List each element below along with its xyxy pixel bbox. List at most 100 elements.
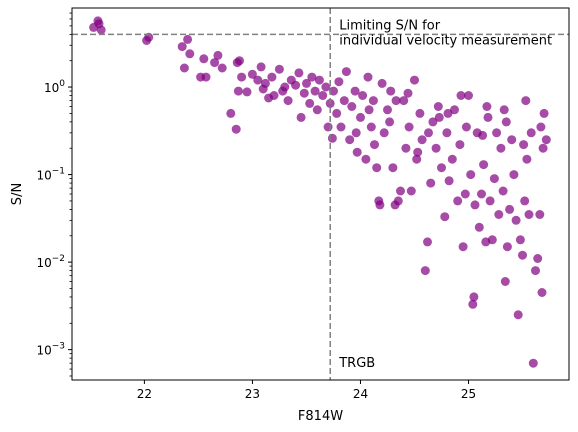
data-point [434, 112, 444, 122]
data-point [377, 78, 387, 88]
data-point [291, 80, 301, 90]
data-point [363, 72, 373, 82]
data-point [533, 254, 543, 263]
data-point [494, 210, 504, 219]
limiting-sn-annotation-line1: Limiting S/N for [339, 18, 440, 33]
data-point [515, 235, 525, 245]
data-point [443, 108, 453, 118]
data-point [379, 128, 389, 138]
data-point [302, 78, 311, 88]
data-point [412, 154, 422, 164]
data-point [426, 178, 436, 188]
data-point [403, 88, 413, 98]
data-point [487, 235, 497, 245]
y-tick-label: 10−2 [36, 254, 65, 270]
data-point [350, 86, 360, 96]
data-point [410, 75, 419, 85]
data-point [267, 72, 277, 82]
data-point [520, 196, 530, 206]
data-point [442, 128, 452, 138]
data-point [269, 91, 279, 100]
data-point [460, 189, 470, 199]
data-point [334, 77, 344, 87]
data-point [364, 105, 374, 115]
data-point [519, 140, 529, 150]
x-tick-label: 24 [353, 387, 368, 401]
data-point [483, 112, 493, 122]
data-point [329, 86, 338, 96]
data-point [366, 122, 376, 132]
data-point [536, 122, 546, 132]
data-point [531, 266, 540, 276]
data-point [522, 154, 532, 164]
data-point [341, 67, 351, 77]
data-point [406, 186, 416, 196]
data-point [440, 212, 450, 222]
data-point [233, 86, 243, 96]
data-point [453, 196, 463, 206]
data-point [179, 63, 189, 73]
x-tick-label: 23 [245, 387, 260, 401]
data-point [524, 210, 534, 219]
data-point [201, 72, 211, 82]
data-point [339, 96, 349, 106]
data-point [296, 112, 306, 122]
data-point [479, 160, 489, 170]
data-point [321, 82, 331, 92]
data-point [424, 128, 433, 138]
data-point [358, 91, 368, 100]
data-point [501, 117, 511, 127]
data-point [413, 147, 423, 157]
data-point [183, 34, 193, 44]
data-point [305, 98, 315, 108]
data-point [539, 108, 549, 118]
data-point [361, 154, 371, 164]
data-point [461, 122, 471, 132]
data-point [404, 122, 414, 132]
data-point [498, 186, 508, 196]
data-point [507, 135, 517, 145]
plot-frame [71, 7, 570, 381]
data-point [217, 63, 227, 73]
data-point [396, 186, 405, 196]
data-point [464, 91, 473, 100]
data-point [332, 108, 342, 118]
data-point [386, 86, 396, 96]
data-point [420, 266, 430, 276]
data-point [509, 170, 519, 180]
data-point [518, 250, 527, 260]
data-point [375, 200, 385, 210]
y-tick-label: 10−1 [36, 167, 65, 183]
data-point [474, 222, 484, 232]
data-point [458, 242, 468, 252]
data-point [310, 86, 320, 96]
data-point [485, 196, 495, 206]
data-point [242, 87, 252, 97]
x-tick-label: 25 [461, 387, 476, 401]
data-point [393, 196, 403, 206]
data-point [528, 358, 538, 368]
data-point [437, 163, 446, 173]
data-point [492, 128, 502, 138]
data-point [318, 91, 328, 100]
data-point [312, 105, 322, 115]
limiting-sn-annotation-line2: individual velocity measurement [339, 33, 552, 48]
data-point [347, 102, 357, 111]
data-point [336, 122, 346, 132]
data-point [185, 49, 195, 59]
trgb-annotation: TRGB [338, 356, 375, 371]
data-point [370, 140, 379, 150]
data-point [345, 135, 355, 145]
data-point [356, 112, 365, 122]
data-point [482, 102, 492, 111]
x-axis-ticks: 22 23 24 25 [137, 380, 476, 401]
data-point [351, 128, 361, 138]
data-point [226, 108, 236, 118]
y-axis-ticks: 10−3 10−2 10−1 100 [36, 12, 72, 377]
data-point [247, 69, 257, 79]
data-point [235, 56, 244, 66]
data-point [399, 96, 409, 106]
data-point [511, 215, 521, 225]
y-tick-label: 10−3 [36, 342, 65, 358]
